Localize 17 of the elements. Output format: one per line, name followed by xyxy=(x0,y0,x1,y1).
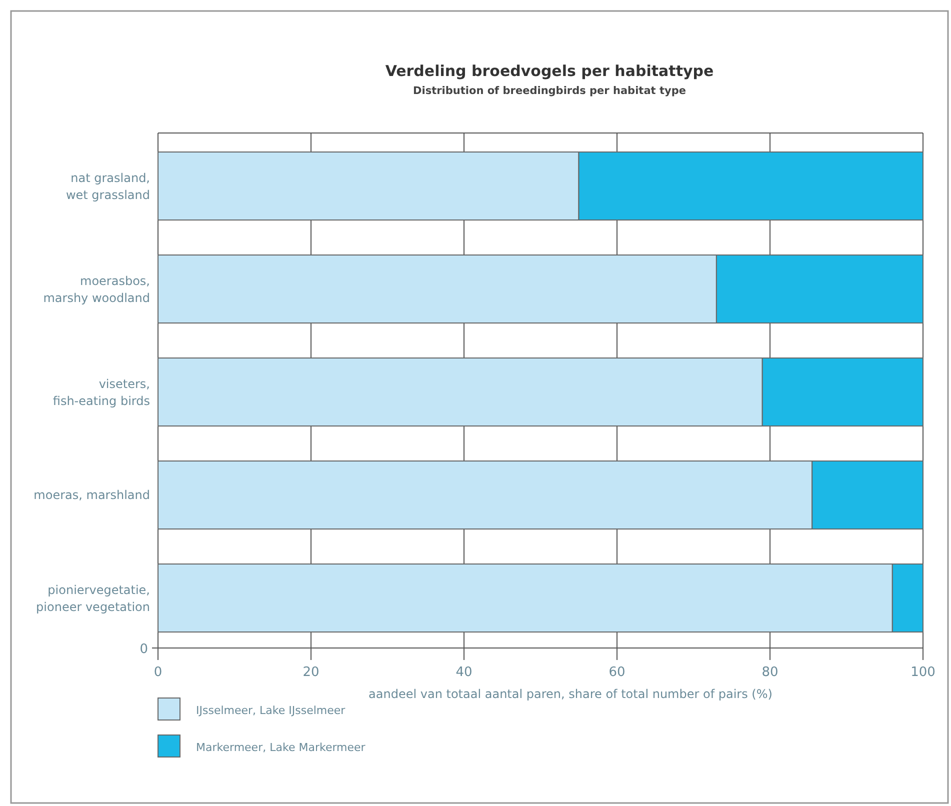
y-tick-label: nat grasland, wet grassland xyxy=(66,171,150,202)
x-tick-label: 60 xyxy=(608,665,626,680)
chart-title: Verdeling broedvogels per habitattype xyxy=(385,62,714,80)
x-tick-label: 100 xyxy=(910,665,936,680)
y-tick-label: pioniervegetatie, pioneer vegetation xyxy=(36,583,150,614)
x-tick-label: 0 xyxy=(154,665,162,680)
x-tick-label: 20 xyxy=(302,665,320,680)
y-tick-label: moerasbos, marshy woodland xyxy=(43,274,150,305)
x-tick-label: 80 xyxy=(762,665,778,680)
chart-subtitle: Distribution of breedingbirds per habitat type xyxy=(413,85,686,97)
text: 0 xyxy=(140,642,148,657)
legend-label: IJsselmeer, Lake IJsselmeer xyxy=(196,704,346,717)
legend-label: Markermeer, Lake Markermeer xyxy=(196,741,366,754)
x-tick-label: 40 xyxy=(456,665,472,680)
x-axis-title: aandeel van totaal aantal paren, share of total number of pairs (%) xyxy=(368,687,772,701)
y-tick-label: moeras, marshland xyxy=(34,488,150,502)
y-tick-label: viseters, fish-eating birds xyxy=(52,377,150,408)
